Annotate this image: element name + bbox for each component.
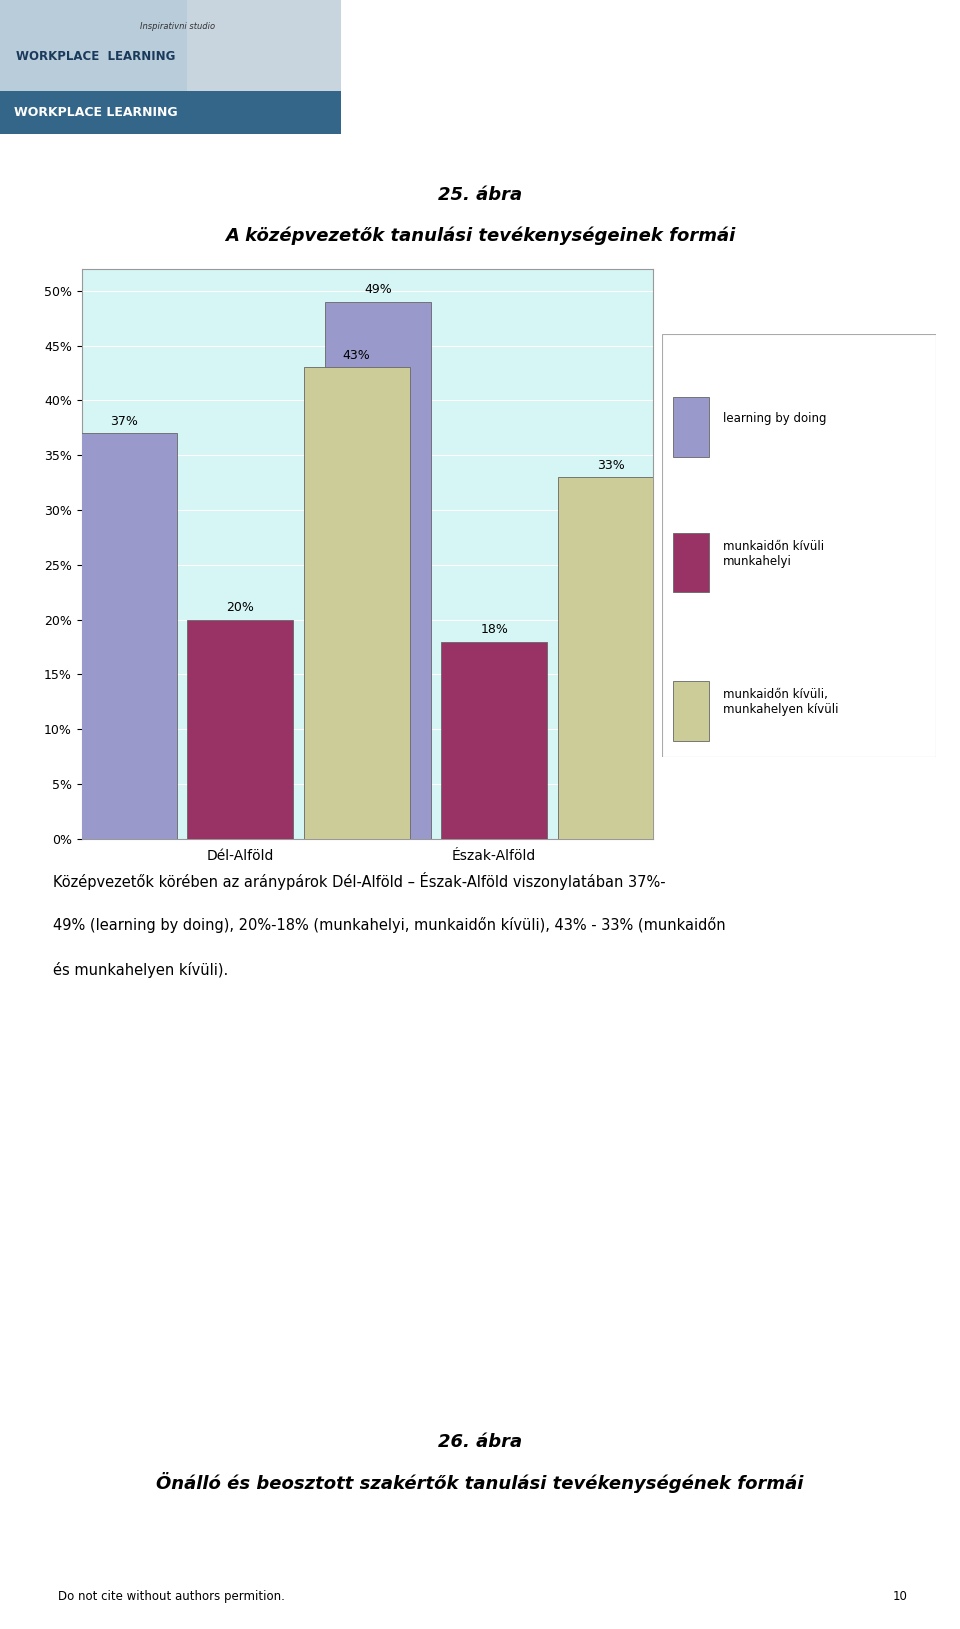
Bar xyxy=(0,0,187,134)
Text: 43%: 43% xyxy=(343,349,371,362)
Text: 18%: 18% xyxy=(480,624,508,635)
Text: 49% (learning by doing), 20%-18% (munkahelyi, munkaidőn kívüli), 43% - 33% (munk: 49% (learning by doing), 20%-18% (munkah… xyxy=(53,917,726,933)
Text: WORKPLACE LEARNING: WORKPLACE LEARNING xyxy=(13,106,178,119)
Text: WORKPLACE  LEARNING: WORKPLACE LEARNING xyxy=(15,49,175,62)
Bar xyxy=(303,368,410,839)
Text: Középvezetők körében az aránypárok Dél-Alföld – Észak-Alföld viszonylatában 37%-: Középvezetők körében az aránypárok Dél-A… xyxy=(53,872,665,889)
Bar xyxy=(558,477,663,839)
Bar xyxy=(442,642,547,839)
Text: learning by doing: learning by doing xyxy=(723,412,827,425)
Text: Inspirativni studio: Inspirativni studio xyxy=(139,23,215,31)
Text: 37%: 37% xyxy=(110,415,138,428)
Text: munkaidőn kívüli
munkahelyi: munkaidőn kívüli munkahelyi xyxy=(723,541,824,569)
Text: Önálló és beosztott szakértők tanulási tevékenységének formái: Önálló és beosztott szakértők tanulási t… xyxy=(156,1473,804,1492)
Bar xyxy=(673,681,708,741)
Text: 25. ábra: 25. ábra xyxy=(438,186,522,205)
Text: 26. ábra: 26. ábra xyxy=(438,1432,522,1451)
Text: A középvezetők tanulási tevékenységeinek formái: A középvezetők tanulási tevékenységeinek… xyxy=(225,226,735,246)
Text: 49%: 49% xyxy=(364,283,392,296)
Bar xyxy=(673,397,708,456)
Bar xyxy=(324,301,431,839)
Text: munkaidőn kívüli,
munkahelyen kívüli: munkaidőn kívüli, munkahelyen kívüli xyxy=(723,689,838,717)
Text: 10: 10 xyxy=(893,1590,907,1603)
Text: és munkahelyen kívüli).: és munkahelyen kívüli). xyxy=(53,963,228,979)
Bar xyxy=(187,619,293,839)
Bar xyxy=(0,91,341,134)
Bar xyxy=(71,433,177,839)
Bar xyxy=(673,533,708,593)
Text: 33%: 33% xyxy=(596,459,624,472)
Text: 20%: 20% xyxy=(227,601,254,614)
Text: Do not cite without authors permition.: Do not cite without authors permition. xyxy=(58,1590,284,1603)
